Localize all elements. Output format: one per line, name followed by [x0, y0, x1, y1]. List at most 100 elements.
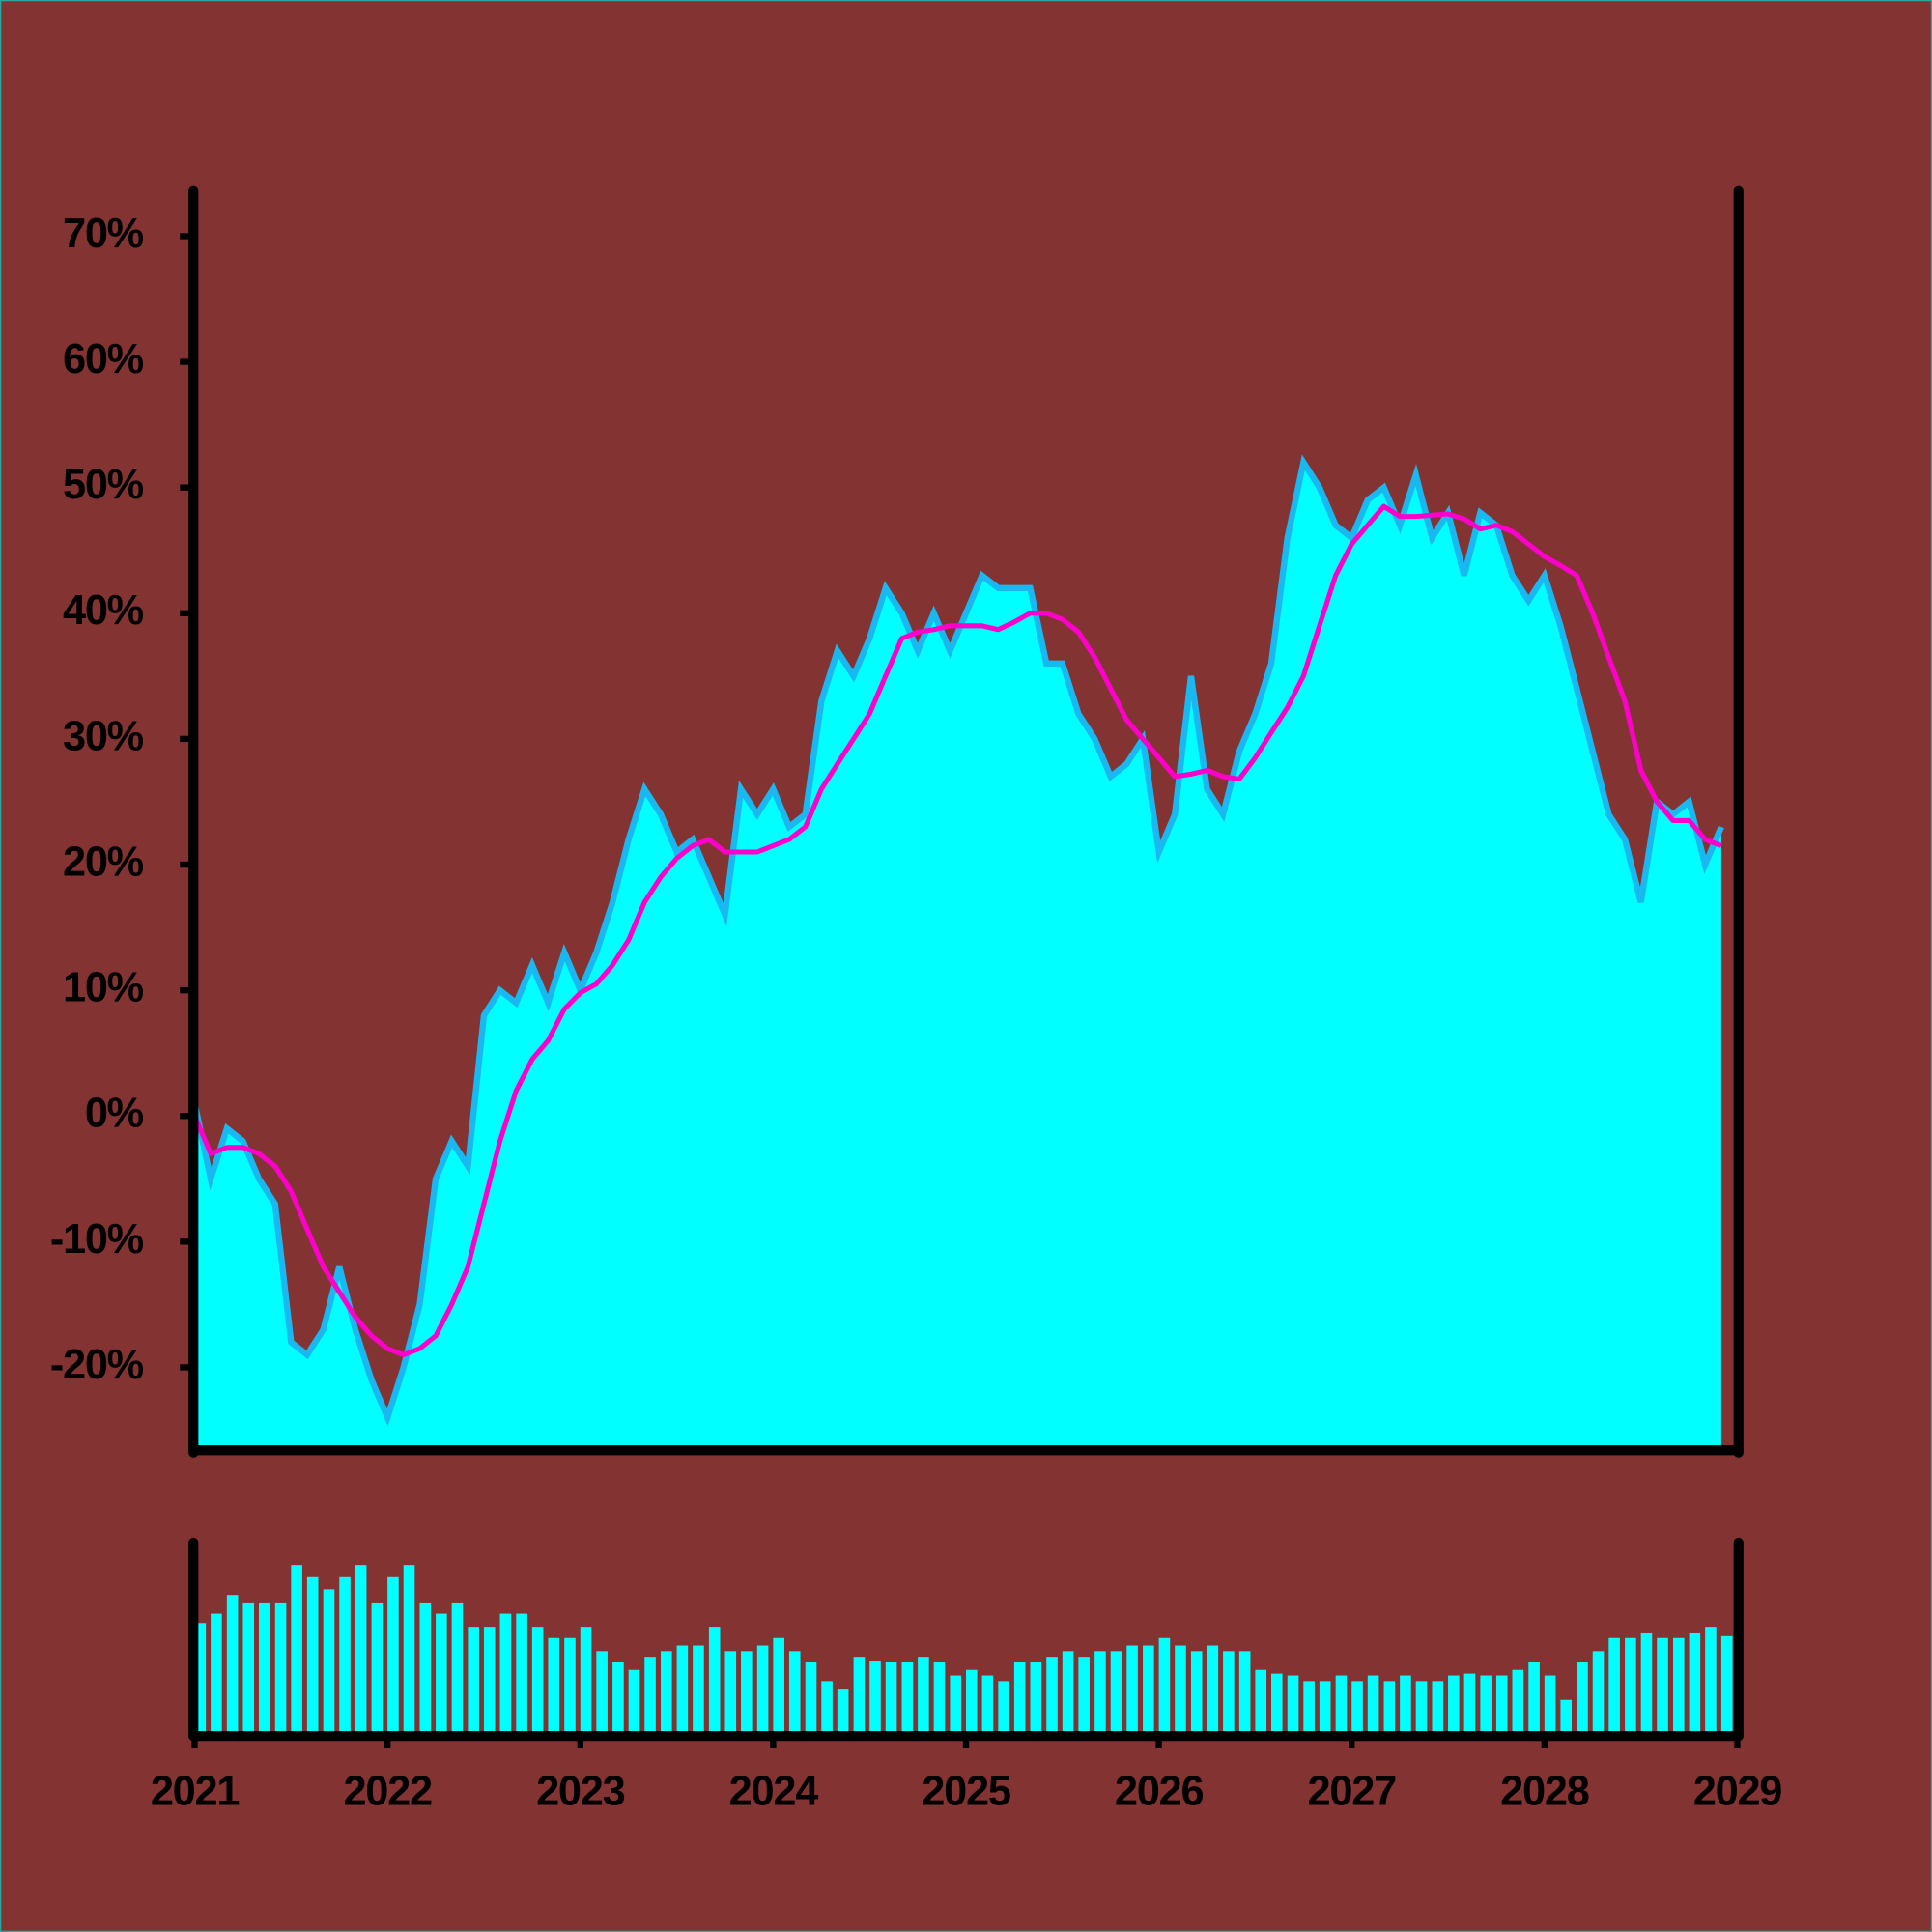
volume-bar	[693, 1645, 704, 1734]
line	[194, 503, 1722, 1357]
y-tick-label: 30%	[63, 713, 144, 759]
volume-bar	[1689, 1632, 1701, 1734]
volume-bar	[483, 1627, 496, 1734]
volume-bar	[1383, 1681, 1396, 1734]
area-edge	[194, 454, 1724, 1427]
volume-bar	[1432, 1681, 1444, 1734]
volume-bar	[1126, 1645, 1138, 1734]
volume-bar	[1367, 1675, 1379, 1734]
volume-bar	[1143, 1645, 1154, 1734]
volume-bar	[1110, 1651, 1122, 1734]
volume-bar	[1303, 1681, 1315, 1734]
x-tick-label: 2025	[922, 1769, 1010, 1815]
volume-bar	[773, 1637, 784, 1734]
y-tick-label: 20%	[63, 838, 144, 885]
volume-bar	[274, 1602, 287, 1734]
volume-bar	[1640, 1632, 1653, 1734]
volume-bar	[499, 1613, 512, 1734]
volume-bar	[612, 1662, 624, 1734]
volume-bar	[1480, 1675, 1492, 1734]
volume-bar	[805, 1662, 817, 1734]
volume-bar	[259, 1602, 270, 1734]
main-plot	[194, 454, 1724, 1448]
volume-bar	[1238, 1651, 1251, 1734]
y-tick-label: 10%	[63, 965, 144, 1011]
volume-bar	[226, 1595, 239, 1734]
volume-bar	[1190, 1651, 1203, 1734]
volume-bar	[339, 1576, 351, 1734]
x-tick-label: 2021	[151, 1769, 240, 1815]
volume-bar	[371, 1602, 384, 1734]
volume-bar	[661, 1651, 672, 1734]
x-tick-label: 2024	[729, 1769, 819, 1815]
volume-bar	[580, 1627, 592, 1734]
volume-bar	[1062, 1651, 1074, 1734]
volume-bar	[1495, 1675, 1508, 1734]
volume-bar	[1046, 1657, 1058, 1734]
volume-bar	[1223, 1651, 1235, 1734]
volume-bar	[355, 1565, 367, 1734]
volume-bar	[1270, 1673, 1283, 1734]
volume-bar	[1351, 1681, 1363, 1734]
x-tick-label: 2023	[536, 1769, 625, 1815]
volume-bar	[676, 1645, 689, 1734]
volume-bar	[1030, 1662, 1042, 1734]
volume-bar	[1672, 1637, 1685, 1734]
volume-bar	[242, 1602, 255, 1734]
volume-bar	[468, 1627, 479, 1734]
volume-bar	[1608, 1637, 1620, 1734]
volume-bar	[933, 1662, 946, 1734]
volume-bar	[564, 1637, 576, 1734]
volume-bar	[1592, 1651, 1605, 1734]
volume-bar	[306, 1576, 319, 1734]
volume-bar	[436, 1613, 447, 1734]
volume-bar	[1577, 1662, 1588, 1734]
volume-bar	[644, 1657, 656, 1734]
area	[194, 462, 1721, 1448]
volume-bar	[1448, 1675, 1460, 1734]
volume-bar	[1720, 1635, 1733, 1734]
volume-bar	[1528, 1662, 1540, 1734]
y-tick-label: 40%	[63, 587, 144, 634]
volume-bar	[548, 1637, 560, 1734]
y-tick-label: -20%	[50, 1342, 144, 1388]
volume-bar	[788, 1651, 801, 1734]
x-tick-label: 2022	[343, 1769, 432, 1815]
volume-bar	[821, 1681, 833, 1734]
x-tick-label: 2029	[1693, 1769, 1782, 1815]
volume-bar	[708, 1627, 721, 1734]
x-tick-label: 2028	[1500, 1769, 1589, 1815]
volume-bar	[1657, 1637, 1668, 1734]
volume-bar	[1415, 1681, 1428, 1734]
volume-bar	[323, 1589, 335, 1734]
volume-bar	[950, 1675, 962, 1734]
volume-bar	[1544, 1675, 1556, 1734]
volume-bar	[596, 1651, 608, 1734]
volume-bar	[1400, 1675, 1411, 1734]
volume-bar	[885, 1662, 897, 1734]
x-tick-label: 2026	[1115, 1769, 1204, 1815]
volume-bar	[981, 1675, 994, 1734]
volume-bar	[998, 1681, 1009, 1734]
volume-bar	[531, 1627, 544, 1734]
volume-bar	[724, 1651, 737, 1734]
axes: -20% -10% 0% 10% 20% 30% 40% 50% 60% 70% 2021 2022 2…	[50, 185, 1783, 1815]
volume-bar	[1175, 1645, 1186, 1734]
y-tick-label: 60%	[63, 336, 144, 383]
volume-bar	[1705, 1627, 1717, 1734]
volume-bar	[1207, 1645, 1219, 1734]
volume-bar	[966, 1669, 978, 1734]
volume-bar	[837, 1689, 849, 1734]
y-tick-label: 70%	[63, 211, 144, 257]
volume-bar	[869, 1661, 881, 1734]
volume-bar	[1094, 1651, 1106, 1734]
volume-bar	[403, 1565, 415, 1734]
volume-bar	[451, 1602, 464, 1734]
volume-bar	[756, 1645, 769, 1734]
volume-bar	[853, 1657, 866, 1734]
volume-bar	[1013, 1662, 1026, 1734]
volume-bar	[516, 1613, 527, 1734]
volume-bar	[741, 1651, 753, 1734]
volume-bar	[387, 1576, 399, 1734]
